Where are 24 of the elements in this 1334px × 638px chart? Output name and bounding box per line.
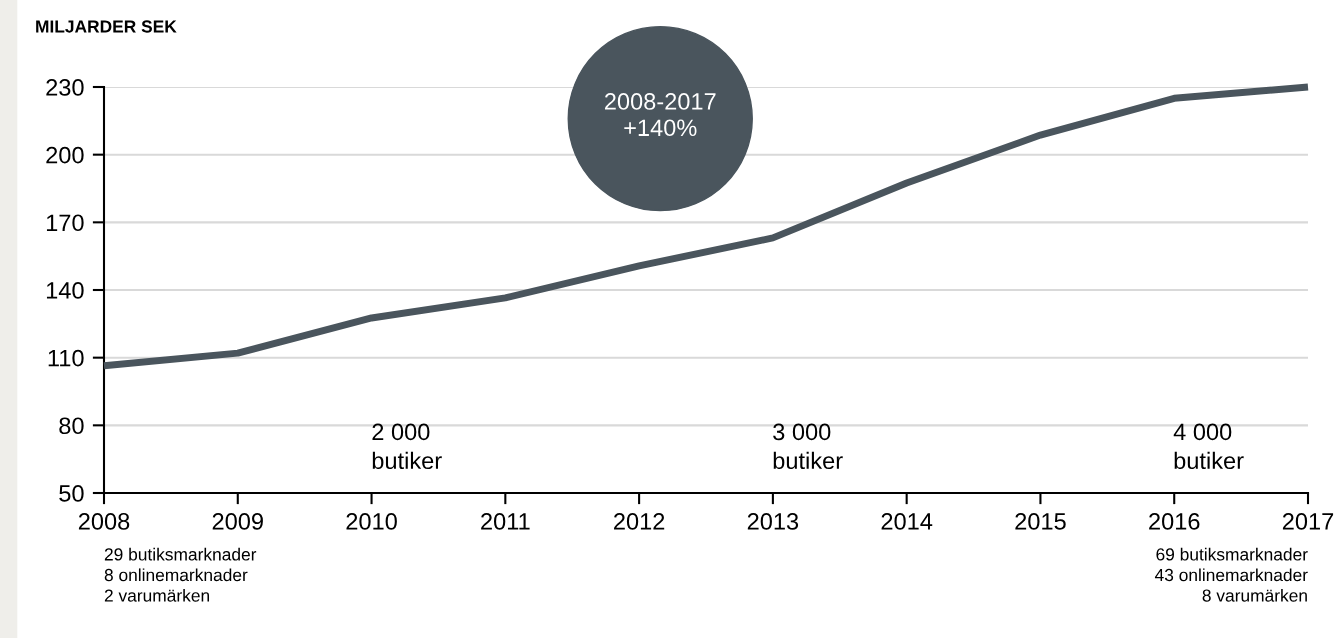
y-tick-label: 140 [46,282,84,299]
y-tick-label: 170 [46,214,84,232]
x-tick-label: 2010 [346,513,397,530]
annotation: 2 000 butiker [372,423,442,470]
x-tick-label: 2014 [881,513,933,530]
y-tick-label: 200 [46,146,84,164]
x-tick-label: 2016 [1149,513,1200,530]
x-tick-label: 2011 [481,513,530,530]
y-axis-title: MILJARDER SEK [36,20,177,33]
annotation: 2008-2017 +140% [604,93,716,137]
x-tick-label: 2009 [212,513,263,530]
y-tick-label: 80 [59,417,84,435]
text: 69 butiksmarknader 43 onlinemarknader 8 varumärken [1154,547,1308,602]
x-tick-label: 2015 [1015,513,1066,530]
x-tick-label: 2013 [747,513,799,530]
y-tick-label: 110 [48,349,84,367]
y-tick-label: 230 [46,79,84,96]
y-tick-label: 50 [59,485,84,502]
x-tick-label: 2008 [78,513,130,530]
text: 29 butiksmarknader 8 onlinemarknader 2 varumärken [104,547,257,602]
x-tick-label: 2012 [614,513,665,530]
x-tick-label: 2017 [1282,513,1334,530]
annotation: 3 000 butiker [773,423,843,470]
annotation: 4 000 butiker [1173,423,1244,470]
